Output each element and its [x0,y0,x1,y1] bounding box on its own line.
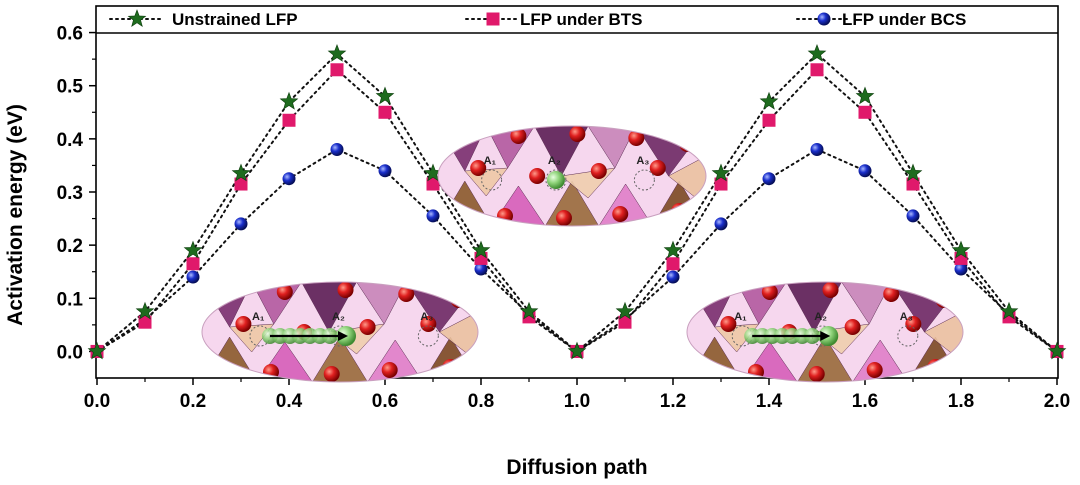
x-tick-label: 1.6 [852,391,878,412]
y-tick-label: 0.6 [57,24,83,45]
x-tick-label: 0.6 [372,391,398,412]
legend: Unstrained LFP LFP under BTS LFP under BCS [96,9,1058,34]
data-point [282,113,296,127]
series-line [96,68,1058,353]
x-tick-label: 0.2 [180,391,206,412]
data-point [279,91,299,110]
data-point [714,217,728,231]
data-point [138,315,152,329]
legend-marker [817,12,831,26]
legend-label: LFP under BCS [842,10,966,29]
data-point [714,177,728,191]
legend-marker [127,9,147,27]
data-point [903,163,923,182]
crystal-structure-insets: A₁ A₂ A₃ A₁ A₂ A₃ A₁ A₂ A₃ [201,125,964,383]
y-axis-title: Activation energy (eV) [4,104,27,326]
x-axis-title: Diffusion path [506,456,647,479]
data-point [663,240,683,259]
y-axis: 0.0 0.1 0.2 0.3 0.4 0.5 0.6 [57,24,96,363]
data-point [183,240,203,259]
x-tick-label: 1.2 [660,391,686,412]
y-tick-label: 0.3 [57,183,83,204]
inset-center: A₁ A₂ A₃ [437,125,707,227]
series-layer [87,43,1067,360]
svg-text:A₁: A₁ [252,311,265,323]
legend-label: Unstrained LFP [172,10,298,29]
data-point [810,63,824,77]
y-tick-label: 0.0 [57,342,83,363]
data-point [282,172,296,186]
svg-text:A₂: A₂ [548,155,561,167]
y-tick-label: 0.2 [57,236,83,257]
data-point [234,177,248,191]
data-point [666,257,680,271]
data-point [1047,341,1067,360]
svg-text:A₃: A₃ [636,155,649,167]
data-point [951,240,971,259]
data-point [186,270,200,284]
data-point [762,113,776,127]
data-point [135,301,155,320]
data-point [378,164,392,178]
svg-text:A₃: A₃ [900,311,913,323]
series-square [96,68,1058,353]
data-point [855,86,875,105]
y-tick-label: 0.5 [57,77,84,98]
svg-text:A₂: A₂ [814,311,827,323]
svg-text:A₁: A₁ [484,155,497,167]
data-point [999,301,1019,320]
data-point [762,172,776,186]
data-point [810,142,824,156]
legend-marker [486,12,500,26]
data-point [615,301,635,320]
data-point [567,341,587,360]
data-point [759,91,779,110]
data-point [426,177,440,191]
data-point [186,257,200,271]
x-tick-label: 1.4 [756,391,783,412]
x-tick-label: 0.8 [468,391,494,412]
data-point [519,301,539,320]
data-point [471,240,491,259]
data-point [711,163,731,182]
series-markers-star [87,43,1067,360]
x-tick-label: 2.0 [1044,391,1070,412]
data-point [375,86,395,105]
x-tick-label: 0.0 [84,391,110,412]
y-tick-label: 0.1 [57,289,84,310]
legend-label: LFP under BTS [520,10,642,29]
data-point [378,105,392,119]
data-point [858,105,872,119]
data-point [87,341,107,360]
data-point [234,217,248,231]
data-point [858,164,872,178]
svg-text:A₂: A₂ [332,311,345,323]
svg-text:A₃: A₃ [420,311,433,323]
data-point [426,209,440,223]
data-point [330,63,344,77]
data-point [327,43,347,62]
x-tick-label: 1.0 [564,391,590,412]
data-point [474,262,488,276]
data-point [906,177,920,191]
data-point [618,315,632,329]
data-point [906,209,920,223]
x-tick-label: 1.8 [948,391,974,412]
data-point [231,163,251,182]
data-point [330,142,344,156]
data-point [807,43,827,62]
x-tick-label: 0.4 [276,391,303,412]
data-point [954,262,968,276]
inset-right: A₁ A₂ A₃ [686,281,964,383]
inset-left: A₁ A₂ A₃ [201,281,479,383]
svg-text:A₁: A₁ [734,311,747,323]
x-axis: 0.0 0.2 0.4 0.6 0.8 1.0 1.2 1.4 1.6 1.8 2.0 [84,378,1070,412]
y-tick-label: 0.4 [57,130,84,151]
data-point [666,270,680,284]
